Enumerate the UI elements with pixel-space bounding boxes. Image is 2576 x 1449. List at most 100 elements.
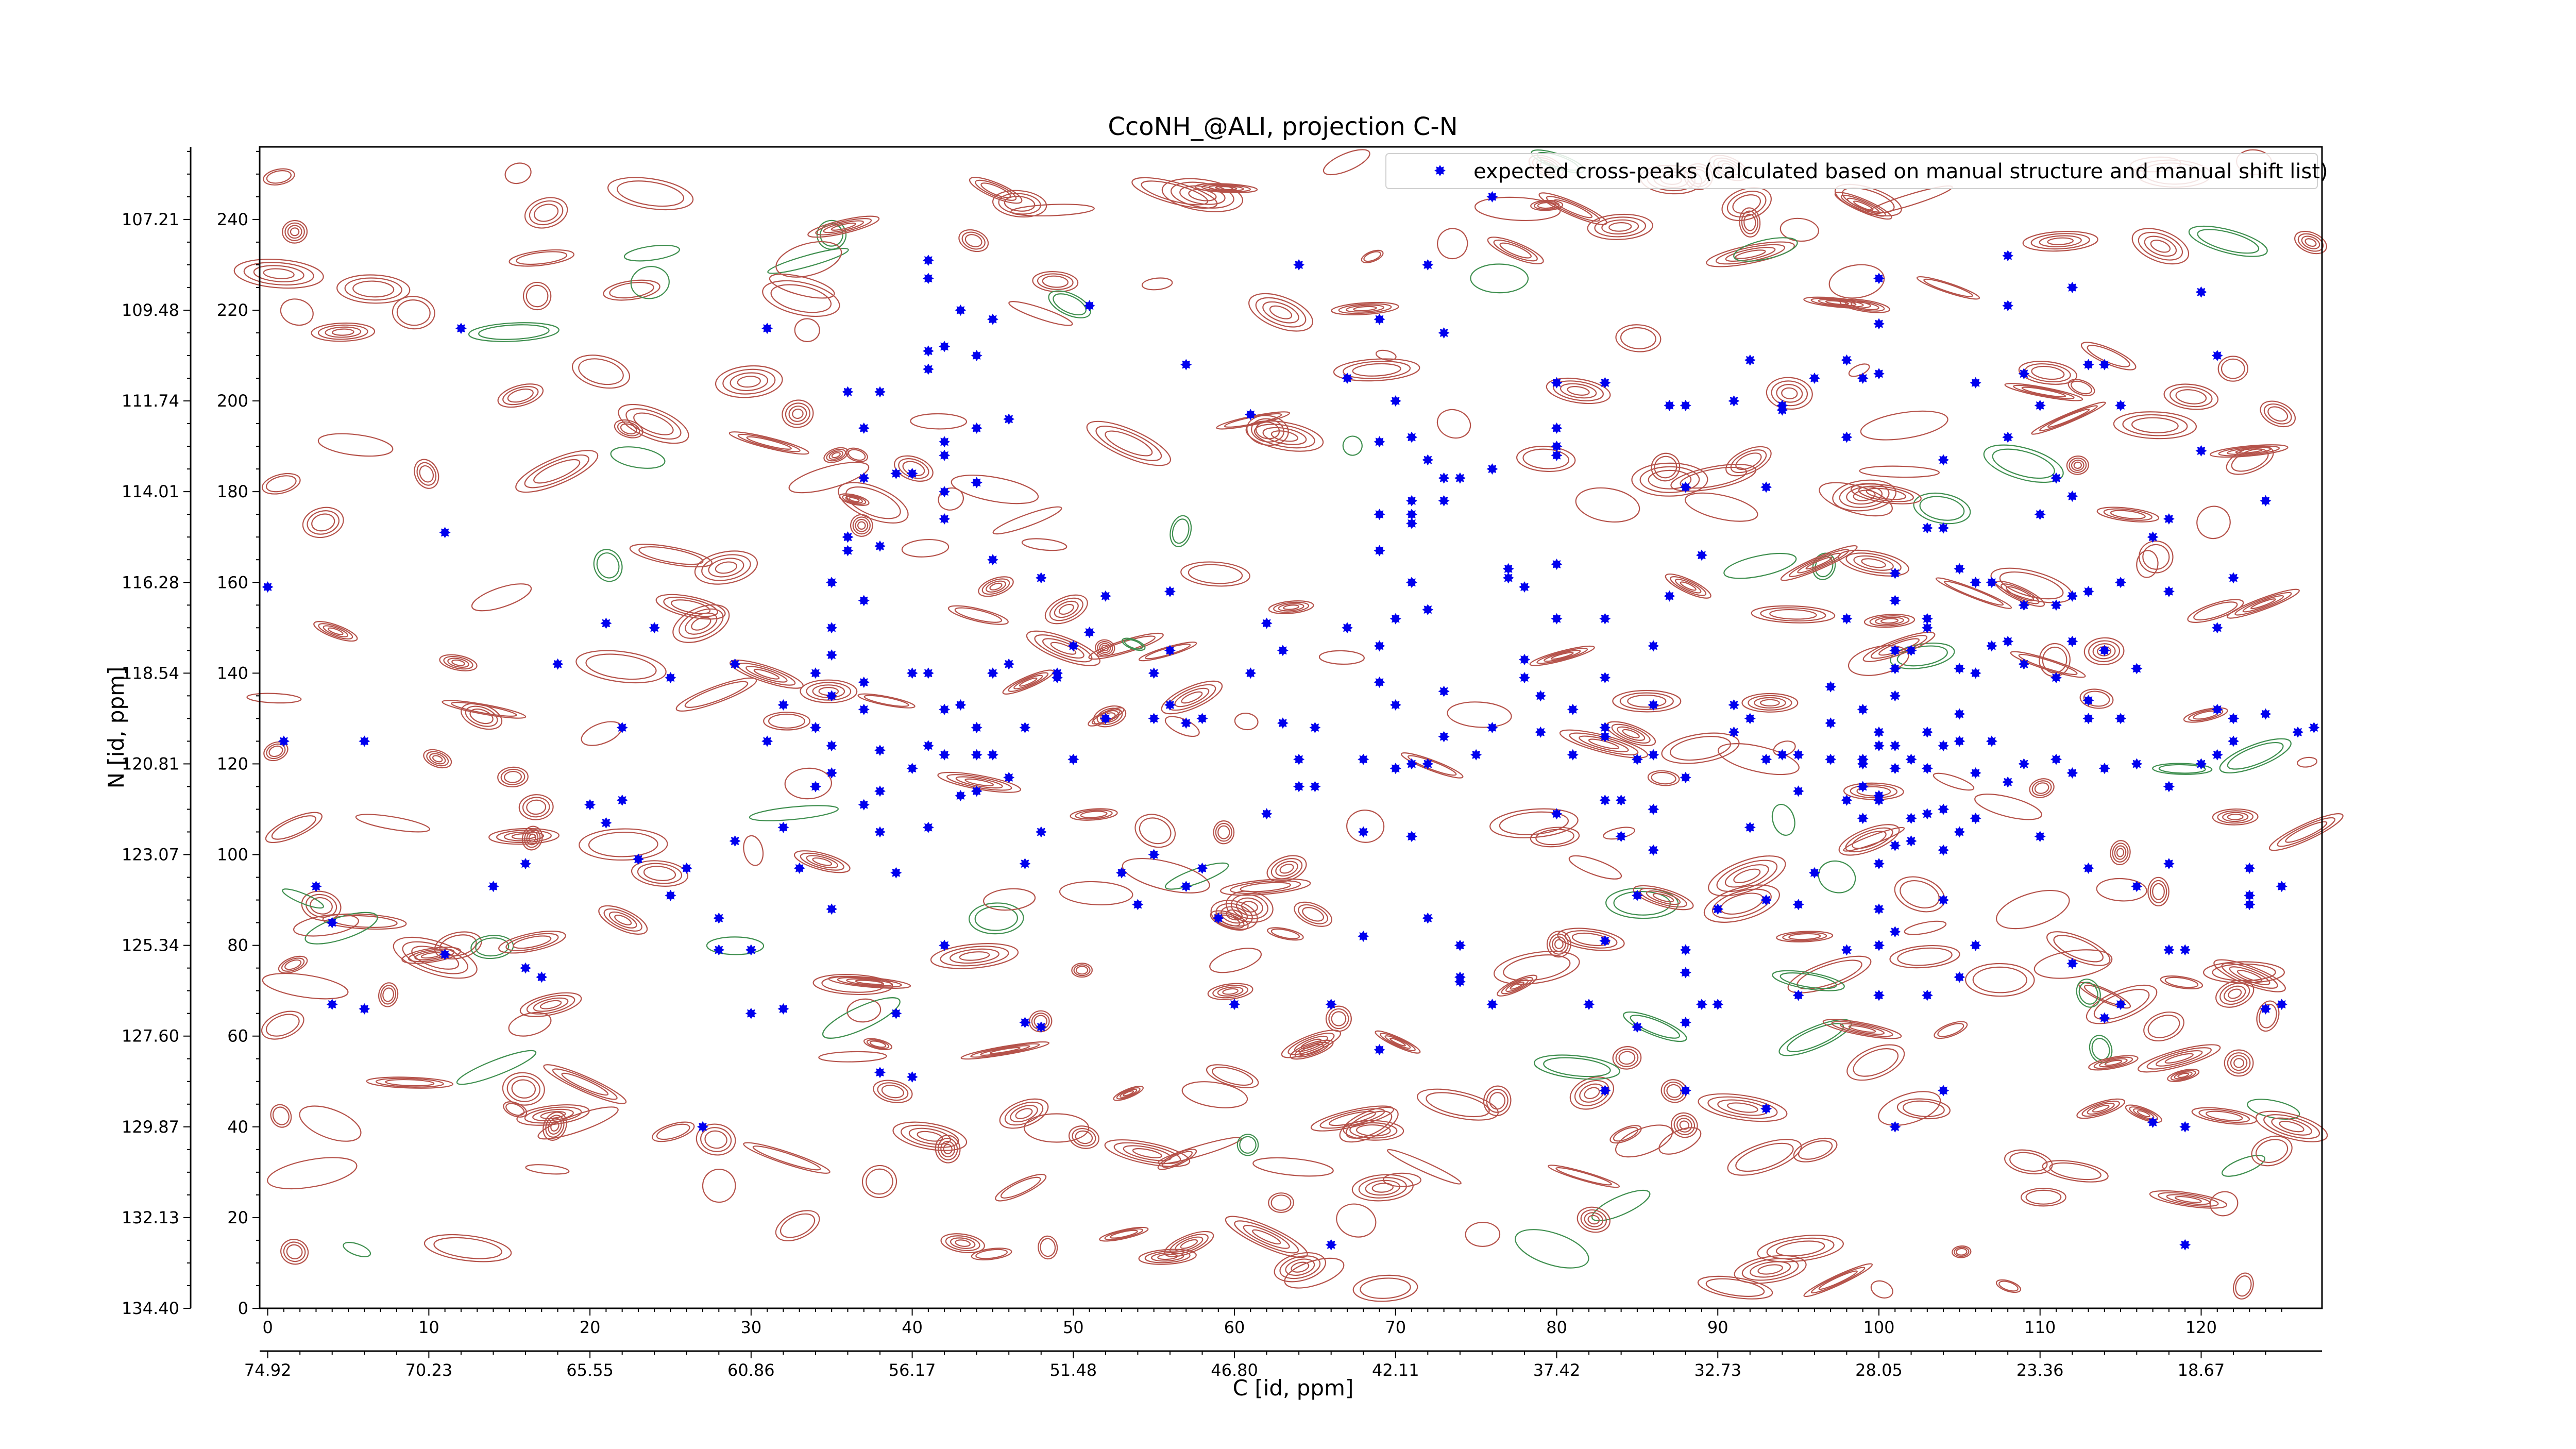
contour-level (1612, 1046, 1642, 1070)
contour-level (2004, 383, 2083, 401)
cross-peak-marker (649, 622, 660, 634)
contour-level (1627, 694, 1667, 708)
contour-level (2206, 1110, 2243, 1121)
positive-contour (502, 1072, 545, 1106)
cross-peak-marker (2131, 881, 2143, 892)
legend-box (1385, 153, 2318, 189)
cross-peak-marker (2050, 472, 2062, 484)
contour-level (2218, 445, 2280, 457)
contour-level (1856, 786, 1891, 797)
contour-level (950, 948, 999, 964)
contour-level (1075, 1130, 1093, 1144)
cross-peak-marker (987, 313, 998, 325)
contour-level (1384, 1035, 1411, 1049)
cross-peak-marker (632, 853, 644, 865)
contour-level (500, 768, 526, 785)
contour-level (1584, 1212, 1604, 1227)
contour-level (263, 168, 295, 186)
cross-peak-marker (1648, 640, 1659, 652)
positive-contour (1252, 1157, 1334, 1177)
cross-peak-marker (1792, 899, 1804, 911)
contour-level (1859, 465, 1940, 478)
cross-peak-marker (1938, 522, 1950, 534)
contour-level (2155, 1050, 2203, 1067)
positive-contour (2143, 1012, 2184, 1041)
cross-peak-marker (2082, 695, 2094, 706)
contour-level (998, 193, 1041, 215)
negative-contour (1048, 290, 1091, 318)
contour-level (1733, 868, 1761, 884)
positive-contour (2196, 506, 2231, 540)
cross-peak-marker (1954, 826, 1965, 838)
cross-peak-marker (1905, 753, 1917, 765)
contour-level (2083, 690, 2110, 707)
positive-contour (857, 693, 916, 709)
contour-level (1769, 609, 1817, 620)
positive-contour (2183, 707, 2228, 723)
contour-level (2271, 1117, 2312, 1136)
positive-contour (2046, 931, 2111, 966)
positive-contour (2255, 1110, 2328, 1142)
contour-level (1068, 1125, 1099, 1149)
contour-level (943, 1143, 953, 1155)
contour-level (1486, 1088, 1509, 1113)
positive-contour (1181, 1081, 1248, 1108)
contour-level (609, 281, 654, 299)
contour-level (1613, 1126, 1639, 1142)
cross-peak-marker (1067, 753, 1079, 765)
contour-level (2080, 342, 2137, 370)
cross-peak-marker (1277, 645, 1289, 656)
positive-contour (1474, 196, 1561, 221)
positive-contour (1577, 1206, 1611, 1233)
cross-peak-marker (2276, 881, 2287, 892)
contour-level (2188, 709, 2224, 721)
positive-contour (1615, 1124, 1673, 1158)
contour-level (465, 705, 498, 727)
cross-peak-marker (761, 735, 773, 747)
cross-peak-marker (1889, 663, 1901, 675)
contour-level (1798, 1140, 1833, 1160)
contour-level (1252, 1229, 1281, 1245)
positive-contour (1832, 479, 1896, 512)
positive-contour (1995, 1279, 2022, 1293)
contour-level (1735, 452, 1762, 470)
positive-contour (1023, 1113, 1090, 1143)
contour-level (284, 959, 302, 970)
contour-level (1680, 581, 1697, 591)
contour-level (2170, 1070, 2196, 1081)
x-ppm-tick-label: 18.67 (2178, 1360, 2225, 1380)
positive-contour (1099, 1226, 1149, 1242)
contour-level (1587, 213, 1653, 240)
positive-contour (901, 538, 950, 558)
contour-level (1470, 263, 1529, 294)
cross-peak-marker (761, 323, 773, 334)
cross-peak-marker (2131, 663, 2143, 675)
positive-contour (655, 594, 726, 620)
cross-peak-marker (1680, 1085, 1691, 1097)
contour-level (1447, 701, 1512, 728)
cross-peak-marker (439, 527, 451, 538)
positive-contour (2086, 984, 2158, 1024)
contour-level (2129, 1106, 2159, 1121)
contour-level (869, 1040, 887, 1048)
cross-peak-marker (1406, 495, 1418, 507)
contour-level (1008, 301, 1073, 326)
cross-peak-marker (1889, 645, 1901, 656)
cross-peak-marker (1519, 653, 1530, 665)
contour-level (1852, 831, 1887, 849)
cross-peak-marker (1083, 627, 1095, 638)
positive-contour (508, 1012, 552, 1037)
cross-peak-marker (890, 467, 902, 479)
positive-contour (958, 229, 989, 252)
contour-level (287, 225, 302, 239)
y-index-tick-label: 20 (227, 1208, 248, 1227)
positive-contour (2191, 1107, 2257, 1125)
positive-contour (439, 654, 478, 671)
contour-level (596, 552, 620, 579)
positive-contour (515, 450, 599, 493)
cross-peak-marker (955, 305, 967, 316)
cross-peak-marker (987, 667, 998, 679)
contour-level (1080, 811, 1108, 818)
contour-level (894, 455, 934, 482)
cross-peak-marker (1712, 999, 1724, 1010)
